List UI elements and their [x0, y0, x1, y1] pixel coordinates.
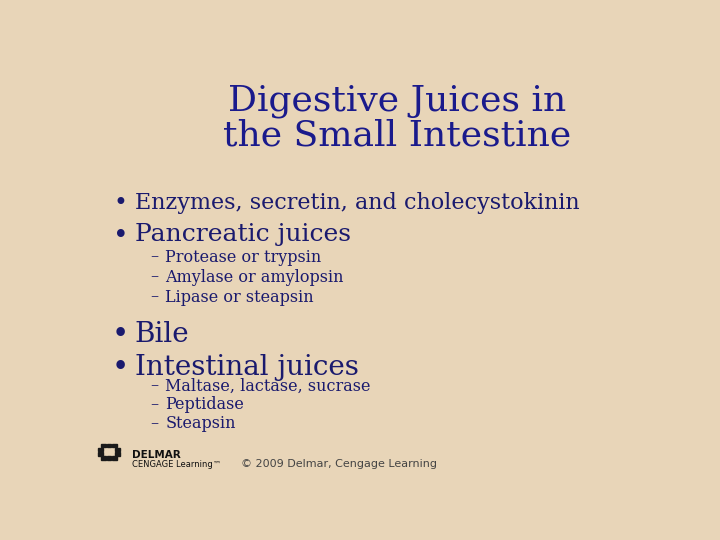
Bar: [115, 453, 120, 456]
Text: –: –: [150, 248, 158, 266]
Bar: [112, 456, 117, 460]
Text: Digestive Juices in: Digestive Juices in: [228, 84, 566, 118]
Text: the Small Intestine: the Small Intestine: [222, 119, 571, 153]
Text: Protease or trypsin: Protease or trypsin: [166, 248, 322, 266]
Text: –: –: [150, 377, 158, 395]
Bar: [99, 453, 103, 456]
Text: •: •: [112, 321, 130, 348]
Bar: [107, 444, 111, 447]
Text: –: –: [150, 415, 158, 432]
Bar: [112, 444, 117, 447]
Text: Lipase or steapsin: Lipase or steapsin: [166, 288, 314, 306]
Text: –: –: [150, 268, 158, 286]
Text: Amylase or amylopsin: Amylase or amylopsin: [166, 268, 344, 286]
Text: © 2009 Delmar, Cengage Learning: © 2009 Delmar, Cengage Learning: [240, 459, 436, 469]
Text: Steapsin: Steapsin: [166, 415, 236, 432]
Text: Intestinal juices: Intestinal juices: [135, 354, 359, 381]
Text: Bile: Bile: [135, 321, 189, 348]
Text: –: –: [150, 396, 158, 413]
Text: •: •: [114, 192, 127, 214]
Text: •: •: [113, 223, 128, 248]
Bar: [107, 456, 111, 460]
Text: CENGAGE Learning™: CENGAGE Learning™: [132, 460, 221, 469]
Text: Enzymes, secretin, and cholecystokinin: Enzymes, secretin, and cholecystokinin: [135, 192, 580, 214]
Text: Peptidase: Peptidase: [166, 396, 244, 413]
Text: Pancreatic juices: Pancreatic juices: [135, 223, 351, 246]
Bar: [99, 448, 103, 451]
Bar: [101, 456, 106, 460]
Text: DELMAR: DELMAR: [132, 450, 181, 460]
Bar: [101, 444, 106, 447]
Bar: [115, 448, 120, 451]
Text: –: –: [150, 288, 158, 306]
Text: Maltase, lactase, sucrase: Maltase, lactase, sucrase: [166, 377, 371, 395]
Text: •: •: [112, 354, 130, 382]
